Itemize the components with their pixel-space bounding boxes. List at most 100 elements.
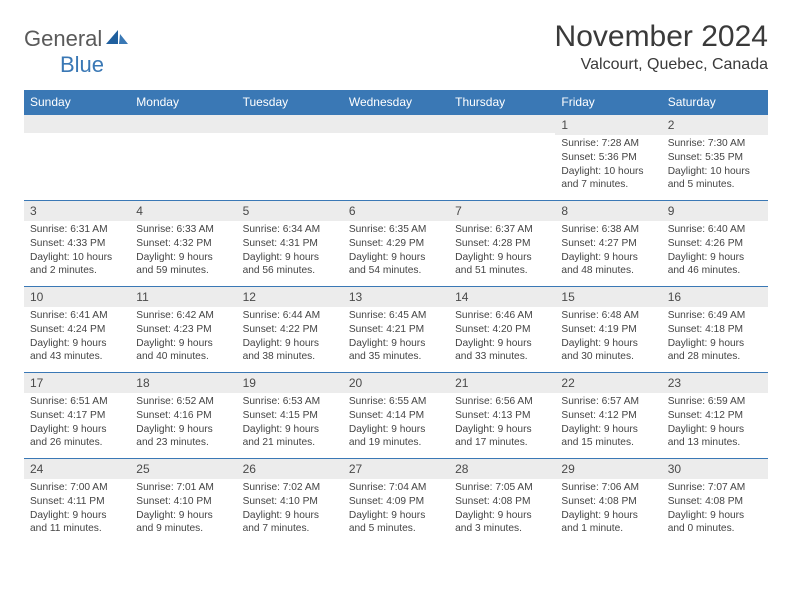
sunset-text: Sunset: 4:14 PM [349,409,443,423]
calendar-day-cell [343,115,449,201]
daylight-text: Daylight: 10 hours and 7 minutes. [561,165,655,193]
calendar-day-cell: 3Sunrise: 6:31 AMSunset: 4:33 PMDaylight… [24,201,130,287]
sunrise-text: Sunrise: 6:34 AM [243,223,337,237]
sunrise-text: Sunrise: 6:35 AM [349,223,443,237]
daylight-text: Daylight: 10 hours and 5 minutes. [668,165,762,193]
calendar-day-cell: 23Sunrise: 6:59 AMSunset: 4:12 PMDayligh… [662,373,768,459]
sunrise-text: Sunrise: 6:46 AM [455,309,549,323]
day-details: Sunrise: 6:49 AMSunset: 4:18 PMDaylight:… [662,307,768,368]
day-details: Sunrise: 7:05 AMSunset: 4:08 PMDaylight:… [449,479,555,540]
sunset-text: Sunset: 4:08 PM [561,495,655,509]
day-number [449,115,555,133]
day-number: 25 [130,459,236,479]
weekday-header: Friday [555,90,661,115]
day-number: 16 [662,287,768,307]
sunset-text: Sunset: 4:17 PM [30,409,124,423]
day-number: 30 [662,459,768,479]
calendar-week-row: 10Sunrise: 6:41 AMSunset: 4:24 PMDayligh… [24,287,768,373]
calendar-day-cell: 6Sunrise: 6:35 AMSunset: 4:29 PMDaylight… [343,201,449,287]
daylight-text: Daylight: 9 hours and 19 minutes. [349,423,443,451]
sunrise-text: Sunrise: 6:33 AM [136,223,230,237]
sunrise-text: Sunrise: 6:59 AM [668,395,762,409]
day-number: 20 [343,373,449,393]
sunrise-text: Sunrise: 6:49 AM [668,309,762,323]
logo: General [24,20,130,52]
sunset-text: Sunset: 4:19 PM [561,323,655,337]
calendar-day-cell: 17 Sunrise: 6:51 AMSunset: 4:17 PMDayligh… [24,373,130,459]
calendar-day-cell [449,115,555,201]
daylight-text: Daylight: 9 hours and 7 minutes. [243,509,337,537]
sunset-text: Sunset: 4:10 PM [136,495,230,509]
sunrise-text: Sunrise: 7:02 AM [243,481,337,495]
calendar-day-cell [237,115,343,201]
sunrise-text: Sunrise: 6:56 AM [455,395,549,409]
calendar-day-cell: 27Sunrise: 7:04 AMSunset: 4:09 PMDayligh… [343,459,449,545]
day-number: 11 [130,287,236,307]
sunset-text: Sunset: 5:35 PM [668,151,762,165]
day-number [24,115,130,133]
day-number: 10 [24,287,130,307]
sunrise-text: Sunrise: 7:07 AM [668,481,762,495]
sunrise-text: Sunrise: 6:42 AM [136,309,230,323]
calendar-day-cell: 24Sunrise: 7:00 AMSunset: 4:11 PMDayligh… [24,459,130,545]
sunset-text: Sunset: 4:27 PM [561,237,655,251]
calendar-day-cell: 19Sunrise: 6:53 AMSunset: 4:15 PMDayligh… [237,373,343,459]
calendar-day-cell: 7Sunrise: 6:37 AMSunset: 4:28 PMDaylight… [449,201,555,287]
daylight-text: Daylight: 9 hours and 9 minutes. [136,509,230,537]
daylight-text: Daylight: 9 hours and 26 minutes. [30,423,124,451]
weekday-header: Thursday [449,90,555,115]
logo-sail-icon [106,28,128,51]
day-number: 15 [555,287,661,307]
calendar-day-cell: 12Sunrise: 6:44 AMSunset: 4:22 PMDayligh… [237,287,343,373]
sunrise-text: Sunrise: 6:31 AM [30,223,124,237]
daylight-text: Daylight: 9 hours and 30 minutes. [561,337,655,365]
sunset-text: Sunset: 4:08 PM [668,495,762,509]
sunrise-text: Sunrise: 6:51 AM [30,395,124,409]
logo-text-blue: Blue [60,52,104,77]
daylight-text: Daylight: 9 hours and 40 minutes. [136,337,230,365]
day-details: Sunrise: 6:38 AMSunset: 4:27 PMDaylight:… [555,221,661,282]
sunset-text: Sunset: 4:32 PM [136,237,230,251]
daylight-text: Daylight: 9 hours and 5 minutes. [349,509,443,537]
day-details [130,133,236,139]
day-details: Sunrise: 6:56 AMSunset: 4:13 PMDaylight:… [449,393,555,454]
day-details: Sunrise: 7:04 AMSunset: 4:09 PMDaylight:… [343,479,449,540]
sunset-text: Sunset: 4:31 PM [243,237,337,251]
day-details: Sunrise: 7:01 AMSunset: 4:10 PMDaylight:… [130,479,236,540]
sunset-text: Sunset: 4:16 PM [136,409,230,423]
sunset-text: Sunset: 4:21 PM [349,323,443,337]
day-number [130,115,236,133]
calendar-day-cell: 10Sunrise: 6:41 AMSunset: 4:24 PMDayligh… [24,287,130,373]
sunrise-text: Sunrise: 6:45 AM [349,309,443,323]
sunset-text: Sunset: 4:10 PM [243,495,337,509]
day-number: 13 [343,287,449,307]
day-number: 18 [130,373,236,393]
day-number: 2 [662,115,768,135]
sunset-text: Sunset: 4:12 PM [668,409,762,423]
day-number: 28 [449,459,555,479]
sunset-text: Sunset: 4:18 PM [668,323,762,337]
calendar-day-cell: 14Sunrise: 6:46 AMSunset: 4:20 PMDayligh… [449,287,555,373]
day-details: Sunrise: 6:48 AMSunset: 4:19 PMDaylight:… [555,307,661,368]
logo-text-general: General [24,26,102,52]
sunset-text: Sunset: 4:23 PM [136,323,230,337]
calendar-week-row: 3Sunrise: 6:31 AMSunset: 4:33 PMDaylight… [24,201,768,287]
calendar-week-row: 24Sunrise: 7:00 AMSunset: 4:11 PMDayligh… [24,459,768,545]
daylight-text: Daylight: 9 hours and 51 minutes. [455,251,549,279]
day-details: Sunrise: 7:30 AMSunset: 5:35 PMDaylight:… [662,135,768,196]
day-details: Sunrise: 6:37 AMSunset: 4:28 PMDaylight:… [449,221,555,282]
day-details: Sunrise: 6:42 AMSunset: 4:23 PMDaylight:… [130,307,236,368]
day-details [343,133,449,139]
day-number: 9 [662,201,768,221]
daylight-text: Daylight: 9 hours and 54 minutes. [349,251,443,279]
day-details: Sunrise: 6:57 AMSunset: 4:12 PMDaylight:… [555,393,661,454]
day-details: Sunrise: 6:53 AMSunset: 4:15 PMDaylight:… [237,393,343,454]
day-number: 22 [555,373,661,393]
day-number: 17 [24,373,130,393]
calendar-table: Sunday Monday Tuesday Wednesday Thursday… [24,90,768,545]
calendar-day-cell: 16Sunrise: 6:49 AMSunset: 4:18 PMDayligh… [662,287,768,373]
day-number [237,115,343,133]
sunset-text: Sunset: 4:33 PM [30,237,124,251]
sunset-text: Sunset: 4:13 PM [455,409,549,423]
sunset-text: Sunset: 4:12 PM [561,409,655,423]
